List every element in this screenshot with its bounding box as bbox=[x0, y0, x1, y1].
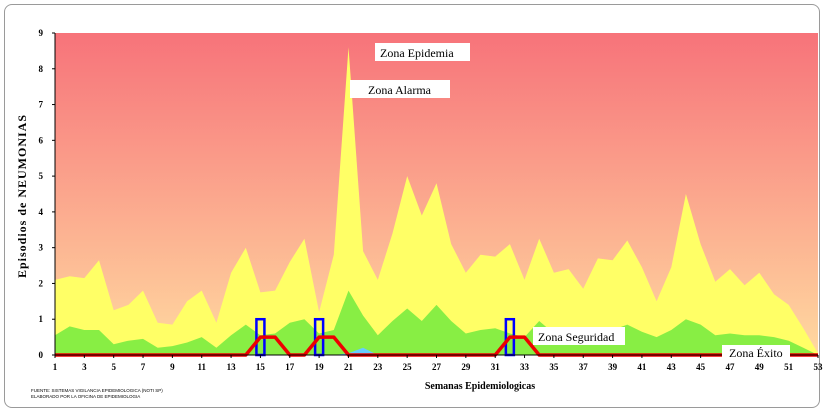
x-tick-label-33: 33 bbox=[520, 362, 530, 372]
y-axis-title: Episodios de NEUMONIAS bbox=[15, 114, 29, 278]
x-tick-label-41: 41 bbox=[637, 362, 647, 372]
x-tick-label-5: 5 bbox=[111, 362, 116, 372]
x-tick-label-15: 15 bbox=[256, 362, 266, 372]
zona-exito-label-box bbox=[722, 345, 790, 360]
y-tick-label-2: 2 bbox=[39, 278, 44, 288]
x-tick-label-37: 37 bbox=[579, 362, 589, 372]
zona-epidemia-label-box bbox=[375, 43, 470, 61]
x-tick-label-13: 13 bbox=[227, 362, 237, 372]
x-axis-title: Semanas Epidemiologicas bbox=[425, 381, 535, 392]
y-tick-label-5: 5 bbox=[39, 171, 44, 181]
x-tick-label-23: 23 bbox=[373, 362, 383, 372]
y-tick-label-0: 0 bbox=[39, 350, 44, 360]
zona-alarma-area bbox=[55, 47, 818, 356]
y-tick-label-7: 7 bbox=[39, 100, 44, 110]
zona-seguridad-label-box bbox=[533, 327, 625, 345]
x-tick-label-7: 7 bbox=[141, 362, 146, 372]
y-tick-label-6: 6 bbox=[39, 135, 44, 145]
y-tick-label-1: 1 bbox=[39, 314, 44, 324]
x-tick-label-21: 21 bbox=[344, 362, 354, 372]
x-tick-label-11: 11 bbox=[197, 362, 206, 372]
footnote-line-2: ELABORADO POR LA OFICINA DE EPIDEMIOLOGI… bbox=[31, 394, 140, 399]
x-tick-label-17: 17 bbox=[285, 362, 295, 372]
y-tick-label-3: 3 bbox=[39, 243, 44, 253]
x-tick-label-9: 9 bbox=[170, 362, 175, 372]
x-tick-label-49: 49 bbox=[755, 362, 765, 372]
x-tick-label-27: 27 bbox=[432, 362, 442, 372]
x-tick-label-31: 31 bbox=[491, 362, 501, 372]
y-tick-label-9: 9 bbox=[39, 28, 44, 38]
x-tick-label-35: 35 bbox=[549, 362, 559, 372]
x-tick-label-19: 19 bbox=[315, 362, 325, 372]
x-tick-label-43: 43 bbox=[667, 362, 677, 372]
zona-alarma-label: Zona Alarma bbox=[368, 83, 432, 97]
zona-epidemia-label: Zona Epidemia bbox=[380, 46, 454, 60]
x-tick-label-45: 45 bbox=[696, 362, 706, 372]
zona-exito-label: Zona Éxito bbox=[729, 346, 783, 360]
x-tick-label-29: 29 bbox=[461, 362, 471, 372]
x-tick-label-39: 39 bbox=[608, 362, 618, 372]
x-tick-label-47: 47 bbox=[725, 362, 735, 372]
zona-seguridad-area bbox=[55, 290, 818, 355]
x-tick-label-25: 25 bbox=[403, 362, 413, 372]
footnote-line-1: FUENTE: SISTEMAS VIGILANCIA EPIDEMIOLOGI… bbox=[31, 388, 163, 393]
y-tick-label-4: 4 bbox=[39, 207, 44, 217]
zona-seguridad-label: Zona Seguridad bbox=[538, 330, 614, 344]
x-tick-label-53: 53 bbox=[814, 362, 824, 372]
x-tick-label-51: 51 bbox=[784, 362, 794, 372]
zona-alarma-label-box bbox=[350, 80, 450, 98]
x-tick-label-3: 3 bbox=[82, 362, 87, 372]
x-tick-label-1: 1 bbox=[53, 362, 58, 372]
y-tick-label-8: 8 bbox=[39, 64, 44, 74]
